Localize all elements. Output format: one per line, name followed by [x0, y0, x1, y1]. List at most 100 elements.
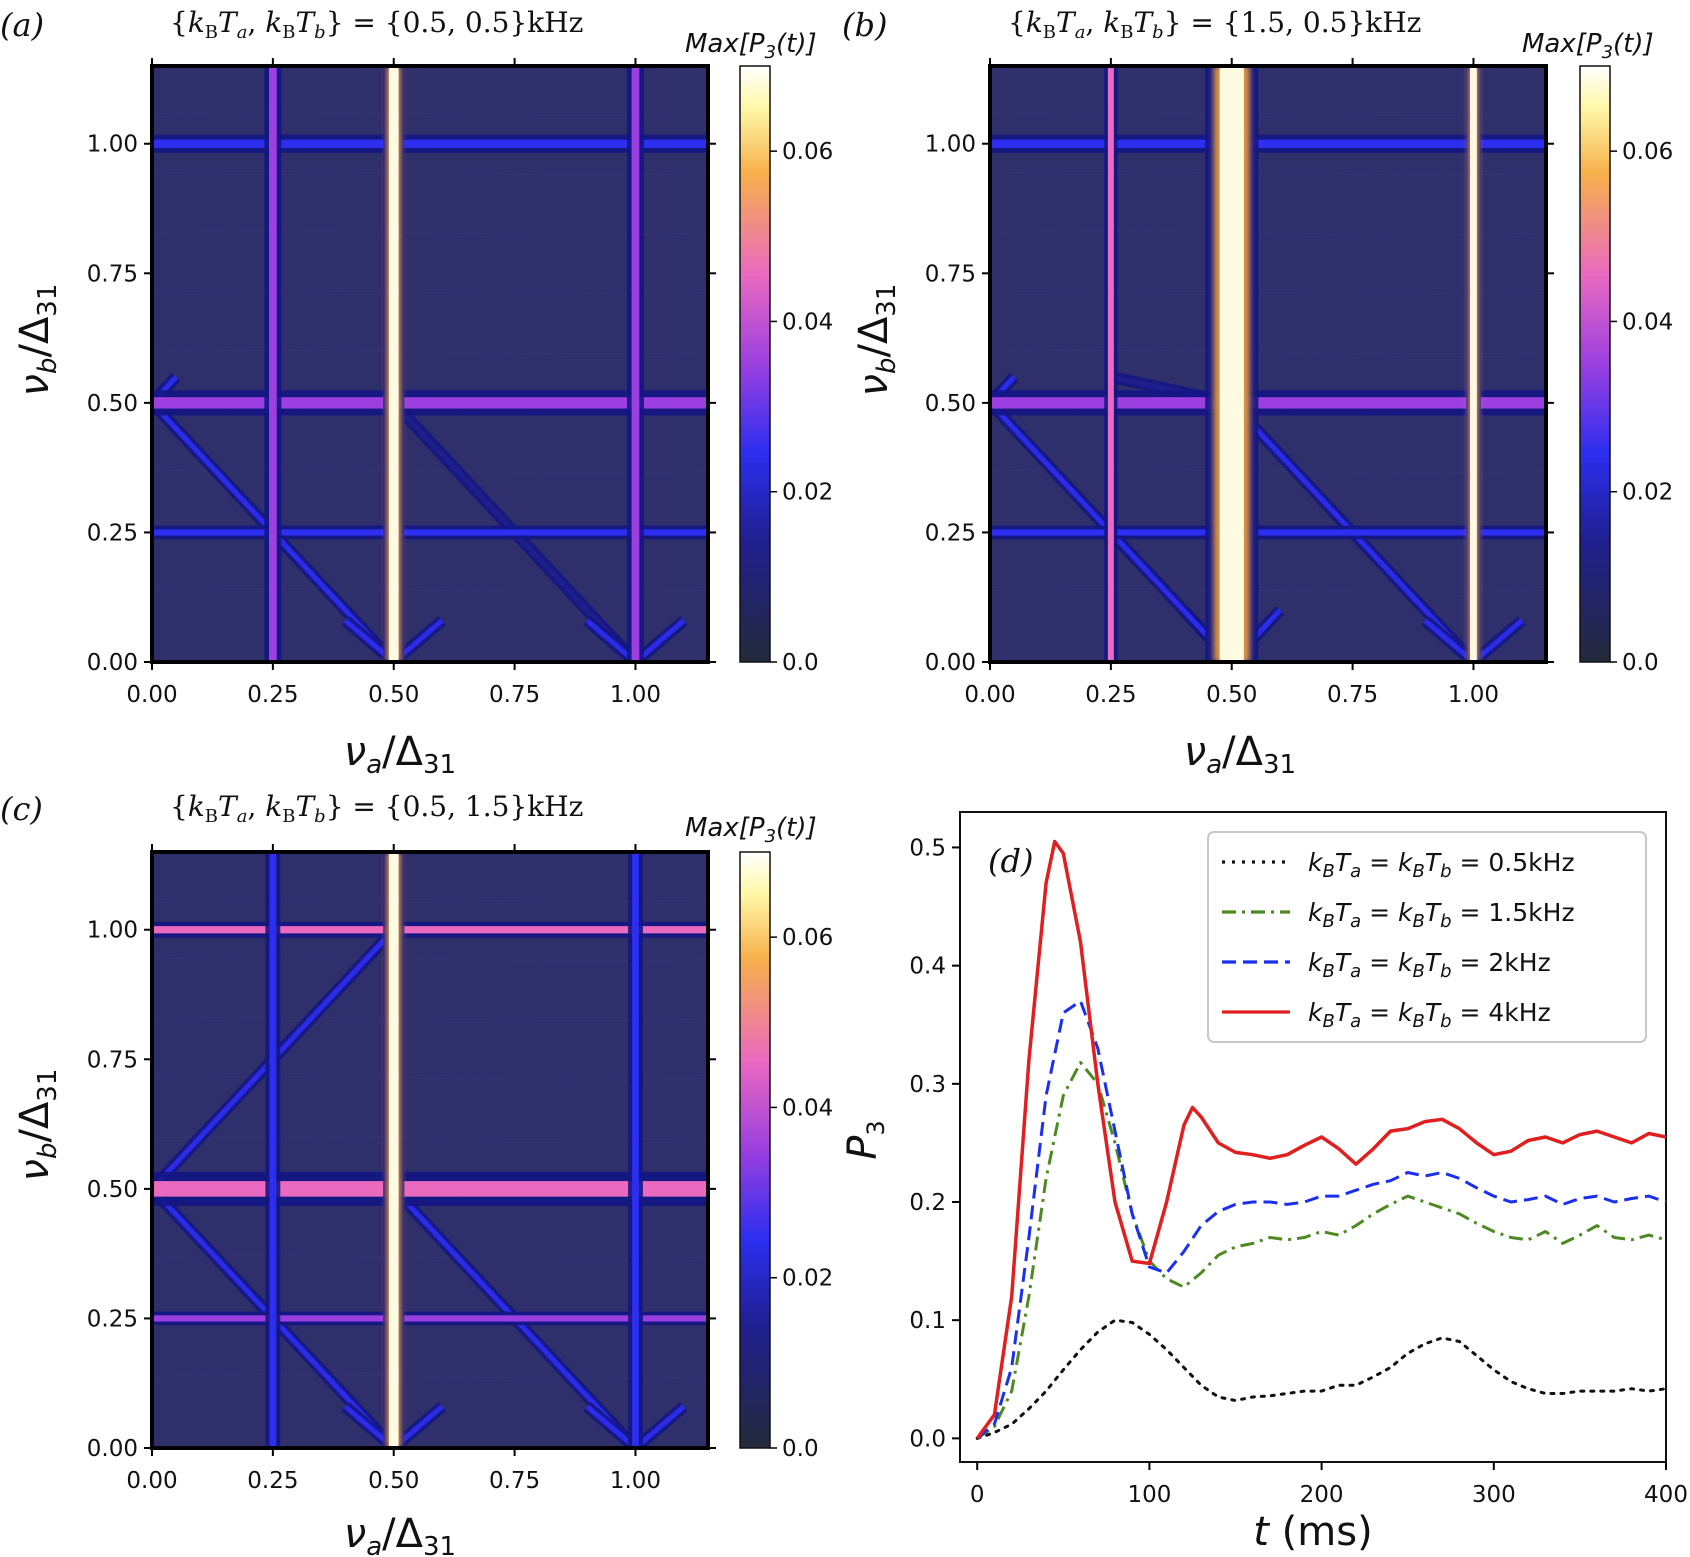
heatmap-a-ytick-label: 0.00 [87, 650, 138, 676]
panel-a-label: (a) [0, 6, 44, 44]
heatmap-b-xtick-label: 0.25 [1085, 682, 1136, 708]
heatmap-c-frame [150, 850, 710, 1450]
colorbar-b-tick-label: 0.02 [1622, 480, 1673, 506]
heatmap-c-diagonal [585, 1404, 638, 1448]
heatmap-c-ytick-label: 0.25 [87, 1306, 138, 1332]
heatmap-a-ytick-label: 0.75 [87, 261, 138, 287]
line-plot-xtick-label: 0 [970, 1482, 985, 1508]
heatmap-a-hline [152, 529, 708, 536]
legend-label-1: kBTa = kBTb = 1.5kHz [1308, 898, 1575, 932]
heatmap-c-vline [388, 852, 399, 1448]
heatmap-c-hline [152, 1181, 708, 1197]
heatmap-a-xtick-label: 0.00 [126, 682, 177, 708]
heatmap-a-frame [150, 64, 710, 664]
heatmap-b-xlabel: νa/Δ31 [1184, 729, 1296, 780]
heatmap-b-ytick-label: 1.00 [925, 132, 976, 158]
heatmap-a-vline [388, 66, 399, 662]
colorbar-b-title: Max[P3(t)] [1522, 29, 1654, 63]
colorbar-a-tick-label: 0.0 [782, 650, 819, 676]
heatmap-c-xtick-label: 0.25 [247, 1468, 298, 1494]
legend-label-2: kBTa = kBTb = 2kHz [1308, 948, 1551, 982]
heatmap-c-ytick-label: 0.00 [87, 1436, 138, 1462]
colorbar-c-tick-label: 0.06 [782, 925, 833, 951]
heatmap-c-vline [269, 852, 277, 1448]
colorbar-a-gradient [739, 65, 771, 663]
panel-b-title: {kBTa, kBTb} = {1.5, 0.5}kHz [1008, 6, 1421, 43]
heatmap-c-ytick-label: 1.00 [87, 918, 138, 944]
legend-box [1207, 831, 1647, 1043]
colorbar-b-tick-label: 0.0 [1622, 650, 1659, 676]
panel-b-label: (b) [842, 6, 887, 44]
colorbar-a-title: Max[P3(t)] [685, 29, 817, 63]
line-plot-ticks: 0 100 200 300 400 0.0 0.1 0.2 0.3 0.4 0.5 [909, 835, 1688, 1508]
line-plot-xtick-label: 400 [1644, 1482, 1688, 1508]
heatmap-a-xtick-label: 0.50 [368, 682, 419, 708]
colorbar-c-tick-label: 0.04 [782, 1095, 833, 1121]
line-plot-panel-label: (d) [988, 842, 1033, 880]
colorbar-c-tick-label: 0.02 [782, 1266, 833, 1292]
heatmap-a-ytick-label: 0.25 [87, 520, 138, 546]
colorbar-b-gradient [1579, 65, 1611, 663]
heatmap-c-xtick-label: 0.75 [489, 1468, 540, 1494]
colorbar-c-gradient [739, 851, 771, 1449]
heatmap-a-ytick-label: 1.00 [87, 132, 138, 158]
panel-d: 0 100 200 300 400 0.0 0.1 0.2 0.3 0.4 0.5 (d) t (m… [840, 811, 1688, 1555]
heatmap-c-background [152, 852, 708, 1448]
line-plot-xtick-label: 100 [1127, 1482, 1171, 1508]
heatmap-b-xtick-label: 0.00 [964, 682, 1015, 708]
legend-label-0: kBTa = kBTb = 0.5kHz [1308, 848, 1575, 882]
heatmap-b-vline [1107, 66, 1114, 662]
heatmap-c-hline [152, 926, 708, 934]
heatmap-a-xtick-label: 1.00 [610, 682, 661, 708]
heatmap-b-frame [988, 64, 1548, 664]
heatmap-b-ytick-label: 0.75 [925, 261, 976, 287]
heatmap-b-hline [990, 397, 1546, 409]
heatmap-c [152, 852, 708, 1448]
heatmap-b-xtick-label: 1.00 [1448, 682, 1499, 708]
line-plot-ytick-label: 0.3 [909, 1072, 946, 1098]
heatmap-c-xtick-label: 1.00 [610, 1468, 661, 1494]
colorbar-c-tick-label: 0.0 [782, 1436, 819, 1462]
colorbar-b: 0.0 0.02 0.04 0.06 [1579, 65, 1673, 676]
heatmap-b-background [990, 66, 1546, 662]
panel-a: (a) {kBTa, kBTb} = {0.5, 0.5}kHz 0.00 0.2… [0, 6, 833, 780]
heatmap-b-vline [1470, 66, 1477, 662]
heatmap-b-diagonal [1423, 618, 1476, 662]
heatmap-c-ytick-label: 0.50 [87, 1177, 138, 1203]
line-plot-xlabel: t (ms) [1253, 1509, 1372, 1555]
heatmap-a-vline [269, 66, 277, 662]
series-line-2 [976, 999, 1666, 1440]
heatmap-b-diagonal [1471, 618, 1524, 662]
colorbar-b-tick-label: 0.06 [1622, 139, 1673, 165]
panel-c-label: (c) [0, 790, 43, 828]
heatmap-c-xtick-label: 0.50 [368, 1468, 419, 1494]
heatmap-b-ytick-label: 0.50 [925, 391, 976, 417]
line-plot-xtick-label: 300 [1472, 1482, 1516, 1508]
heatmap-c-xtick-label: 0.00 [126, 1468, 177, 1494]
legend: kBTa = kBTb = 0.5kHz kBTa = kBTb = 1.5kHz… [1207, 831, 1647, 1043]
colorbar-b-tick-label: 0.04 [1622, 309, 1673, 335]
heatmap-b-axes: 0.00 0.25 0.50 0.75 1.00 0.00 0.25 0.50 0.75 1.00 [925, 58, 1554, 708]
heatmap-a-vline [631, 66, 640, 662]
heatmap-c-axes: 0.00 0.25 0.50 0.75 1.00 0.00 0.25 0.50 0.75 1.00 [87, 844, 716, 1494]
colorbar-a-tick-label: 0.04 [782, 309, 833, 335]
legend-label-3: kBTa = kBTb = 4kHz [1308, 998, 1551, 1032]
heatmap-a-hline [152, 397, 708, 409]
series-line-0 [975, 1318, 1666, 1440]
heatmap-a-background [152, 66, 708, 662]
heatmap-c-ytick-label: 0.75 [87, 1047, 138, 1073]
heatmap-c-hline [152, 1315, 708, 1322]
line-plot-series [975, 839, 1666, 1440]
heatmap-a-xlabel: νa/Δ31 [344, 729, 456, 780]
heatmap-a-xtick-label: 0.75 [489, 682, 540, 708]
line-plot-ytick-label: 0.4 [909, 954, 946, 980]
colorbar-a: 0.0 0.02 0.04 0.06 [739, 65, 833, 676]
heatmap-b [990, 66, 1546, 662]
heatmap-c-vline [632, 852, 639, 1448]
heatmap-a-ytick-label: 0.50 [87, 391, 138, 417]
panel-b: (b) {kBTa, kBTb} = {1.5, 0.5}kHz 0.00 0.2… [842, 6, 1673, 780]
heatmap-c-ylabel: νb/Δ31 [12, 1069, 63, 1182]
line-plot-ytick-label: 0.2 [909, 1190, 946, 1216]
colorbar-a-tick-label: 0.02 [782, 480, 833, 506]
